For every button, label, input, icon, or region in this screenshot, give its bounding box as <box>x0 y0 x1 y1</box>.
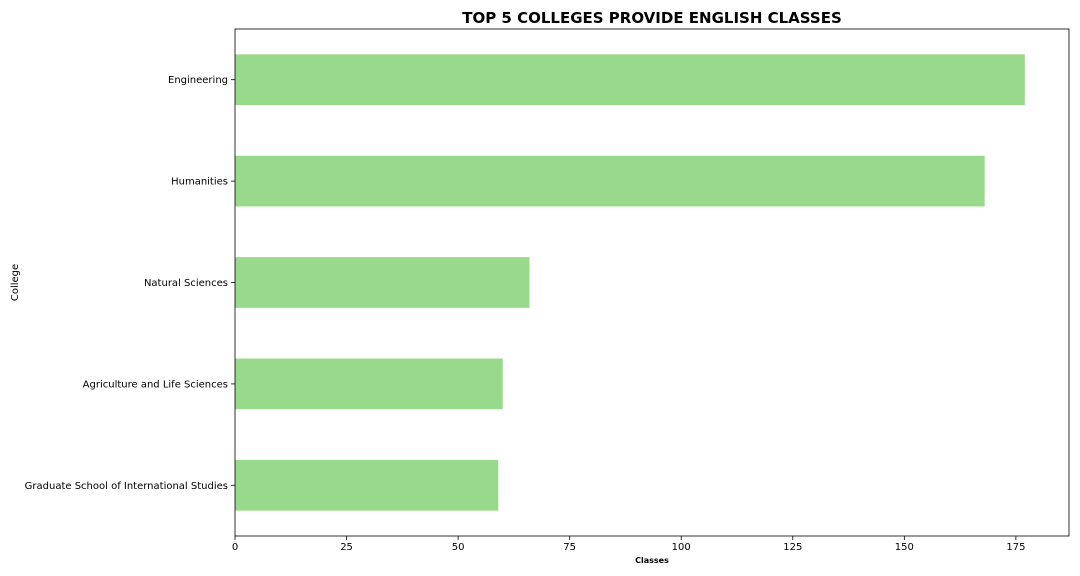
y-axis-label: College <box>10 264 21 301</box>
y-tick-label: Agriculture and Life Sciences <box>83 379 228 390</box>
x-tick-label: 150 <box>895 542 914 553</box>
x-tick-label: 75 <box>563 542 576 553</box>
x-tick-label: 0 <box>232 542 238 553</box>
x-tick-label: 125 <box>783 542 802 553</box>
chart-title: TOP 5 COLLEGES PROVIDE ENGLISH CLASSES <box>462 9 842 27</box>
x-tick-label: 50 <box>452 542 465 553</box>
bar-engineering <box>235 54 1025 106</box>
bars-layer <box>235 54 1025 511</box>
x-tick-label: 175 <box>1006 542 1025 553</box>
bar-humanities <box>235 155 985 207</box>
x-tick-label: 25 <box>340 542 353 553</box>
y-tick-label: Graduate School of International Studies <box>25 481 228 492</box>
y-tick-label: Humanities <box>171 177 228 188</box>
y-tick-label: Natural Sciences <box>144 278 228 289</box>
bar-agriculture-and-life-sciences <box>235 358 503 410</box>
x-axis-label: Classes <box>635 556 669 565</box>
bar-graduate-school-of-international-studies <box>235 459 499 511</box>
y-tick-labels: Engineering Humanities Natural Sciences Agr… <box>25 75 235 492</box>
plot-area-frame <box>234 28 1070 537</box>
x-tick-label: 100 <box>672 542 691 553</box>
y-tick-label: Engineering <box>168 75 228 86</box>
bar-natural-sciences <box>235 257 530 308</box>
x-ticks: 0 25 50 75 100 125 150 175 <box>232 536 1025 553</box>
